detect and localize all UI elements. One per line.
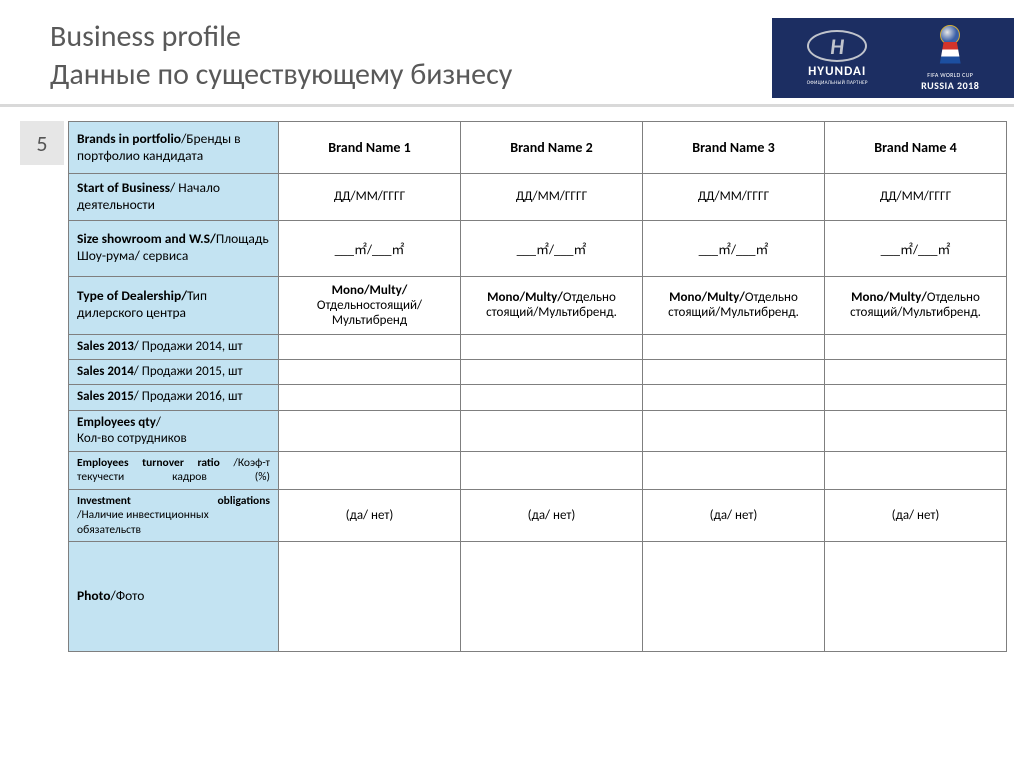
label-investment: Investmentobligations/Наличие инвестицио… [69, 489, 279, 541]
hyundai-subtitle: ОФИЦИАЛЬНЫЙ ПАРТНЕР [807, 80, 868, 86]
label-employees: Employees qty/Кол-во сотрудников [69, 410, 279, 452]
label-sales-2013: Sales 2013/ Продажи 2014, шт [69, 334, 279, 359]
cell-start-1: ДД/ММ/ГГГГ [279, 174, 461, 221]
cell-emp-2 [461, 410, 643, 452]
world-cup-trophy-icon [933, 25, 967, 69]
cell-photo-2 [461, 541, 643, 651]
cell-start-2: ДД/ММ/ГГГГ [461, 174, 643, 221]
hyundai-emblem-icon: H [807, 30, 867, 62]
cell-sales2013-4 [825, 334, 1007, 359]
row-sales-2014: Sales 2014/ Продажи 2015, шт [69, 360, 1007, 385]
label-sales-2015: Sales 2015/ Продажи 2016, шт [69, 385, 279, 410]
label-sales-2014: Sales 2014/ Продажи 2015, шт [69, 360, 279, 385]
cell-type-2: Mono/Multy/Отдельно стоящий/Мультибренд. [461, 276, 643, 334]
cell-turn-3 [643, 452, 825, 490]
cell-emp-1 [279, 410, 461, 452]
sponsor-logo-block: H HYUNDAI ОФИЦИАЛЬНЫЙ ПАРТНЕР FIFA WORLD… [772, 18, 1014, 98]
cell-photo-1 [279, 541, 461, 651]
cell-sales2014-4 [825, 360, 1007, 385]
cell-inv-3: (да/ нет) [643, 489, 825, 541]
cell-sales2014-1 [279, 360, 461, 385]
slide-header: Business profile Данные по существующему… [0, 0, 1024, 98]
cell-sales2013-1 [279, 334, 461, 359]
cell-turn-2 [461, 452, 643, 490]
cell-inv-2: (да/ нет) [461, 489, 643, 541]
row-photo: Photo/Фото [69, 541, 1007, 651]
cell-sales2015-1 [279, 385, 461, 410]
cell-size-4: ___㎡/___㎡ [825, 220, 1007, 276]
cell-type-1: Mono/Multy/Отдельностоящий/Мультибренд [279, 276, 461, 334]
col-header-4: Brand Name 4 [825, 122, 1007, 174]
row-sales-2013: Sales 2013/ Продажи 2014, шт [69, 334, 1007, 359]
label-turnover: Employees turnover ratio /Коэф-т текучес… [69, 452, 279, 490]
cell-inv-1: (да/ нет) [279, 489, 461, 541]
cell-emp-4 [825, 410, 1007, 452]
cell-emp-3 [643, 410, 825, 452]
label-size: Size showroom and W.S/Площадь Шоу-рума/ … [69, 220, 279, 276]
slide-title: Business profile Данные по существующему… [50, 18, 512, 93]
cell-photo-3 [643, 541, 825, 651]
cell-photo-4 [825, 541, 1007, 651]
fifa-logo: FIFA WORLD CUP RUSSIA 2018 [921, 25, 979, 92]
row-brands: Brands in portfolio/Бренды в портфолио к… [69, 122, 1007, 174]
cell-turn-1 [279, 452, 461, 490]
cell-type-4: Mono/Multy/Отдельно стоящий/Мультибренд. [825, 276, 1007, 334]
cell-sales2015-3 [643, 385, 825, 410]
content-area: 5 Brands in portfolio/Бренды в портфолио… [0, 107, 1024, 652]
row-investment-obligations: Investmentobligations/Наличие инвестицио… [69, 489, 1007, 541]
cell-size-2: ___㎡/___㎡ [461, 220, 643, 276]
cell-sales2013-3 [643, 334, 825, 359]
cell-start-3: ДД/ММ/ГГГГ [643, 174, 825, 221]
cell-start-4: ДД/ММ/ГГГГ [825, 174, 1007, 221]
row-employees-qty: Employees qty/Кол-во сотрудников [69, 410, 1007, 452]
label-brands: Brands in portfolio/Бренды в портфолио к… [69, 122, 279, 174]
row-start-business: Start of Business/ Начало деятельности Д… [69, 174, 1007, 221]
cell-size-1: ___㎡/___㎡ [279, 220, 461, 276]
label-start: Start of Business/ Начало деятельности [69, 174, 279, 221]
row-sales-2015: Sales 2015/ Продажи 2016, шт [69, 385, 1007, 410]
business-profile-table: Brands in portfolio/Бренды в портфолио к… [68, 121, 1007, 652]
cell-turn-4 [825, 452, 1007, 490]
fifa-label: FIFA WORLD CUP [921, 71, 979, 79]
cell-sales2015-2 [461, 385, 643, 410]
section-number-badge: 5 [20, 121, 64, 165]
row-turnover-ratio: Employees turnover ratio /Коэф-т текучес… [69, 452, 1007, 490]
cell-inv-4: (да/ нет) [825, 489, 1007, 541]
col-header-2: Brand Name 2 [461, 122, 643, 174]
col-header-1: Brand Name 1 [279, 122, 461, 174]
row-showroom-size: Size showroom and W.S/Площадь Шоу-рума/ … [69, 220, 1007, 276]
title-line-2: Данные по существующему бизнесу [50, 56, 512, 93]
col-header-3: Brand Name 3 [643, 122, 825, 174]
cell-size-3: ___㎡/___㎡ [643, 220, 825, 276]
cell-sales2014-3 [643, 360, 825, 385]
title-line-1: Business profile [50, 18, 241, 55]
label-photo: Photo/Фото [69, 541, 279, 651]
russia-label: RUSSIA 2018 [921, 79, 979, 92]
hyundai-logo: H HYUNDAI ОФИЦИАЛЬНЫЙ ПАРТНЕР [807, 30, 868, 86]
cell-type-3: Mono/Multy/Отдельно стоящий/Мультибренд. [643, 276, 825, 334]
hyundai-wordmark: HYUNDAI [807, 64, 868, 79]
cell-sales2015-4 [825, 385, 1007, 410]
label-type: Type of Dealership/Тип дилерского центра [69, 276, 279, 334]
row-dealership-type: Type of Dealership/Тип дилерского центра… [69, 276, 1007, 334]
cell-sales2013-2 [461, 334, 643, 359]
cell-sales2014-2 [461, 360, 643, 385]
title-block: Business profile Данные по существующему… [50, 18, 512, 93]
